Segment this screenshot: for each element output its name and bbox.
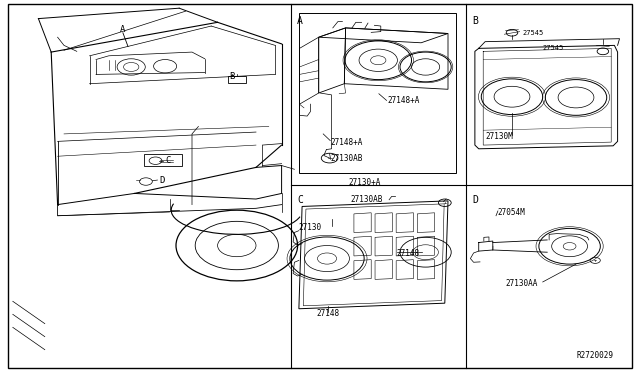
Text: D: D (159, 176, 164, 185)
Text: 27148+A: 27148+A (387, 96, 420, 105)
Text: 27545: 27545 (522, 31, 543, 36)
Text: 27130+A: 27130+A (349, 178, 381, 187)
Text: A: A (120, 25, 125, 34)
Text: A: A (297, 16, 303, 26)
Text: 27130AB: 27130AB (330, 154, 363, 163)
Text: B: B (229, 72, 234, 81)
Text: 27148: 27148 (397, 249, 420, 258)
Text: 27148+A: 27148+A (330, 138, 363, 147)
Text: C: C (297, 195, 303, 205)
Bar (299, 13, 456, 173)
Text: 27130AA: 27130AA (506, 279, 538, 288)
Text: 27130AB: 27130AB (351, 195, 383, 203)
Bar (144, 154, 182, 166)
Text: 27130: 27130 (299, 223, 322, 232)
Text: 27130M: 27130M (485, 132, 513, 141)
Text: 27545: 27545 (543, 45, 564, 51)
Bar (228, 76, 246, 83)
Text: B: B (472, 16, 478, 26)
Text: R2720029: R2720029 (576, 351, 613, 360)
Text: 27054M: 27054M (498, 208, 525, 217)
Text: C: C (165, 156, 170, 165)
Text: 27148: 27148 (317, 309, 340, 318)
Text: D: D (472, 195, 478, 205)
